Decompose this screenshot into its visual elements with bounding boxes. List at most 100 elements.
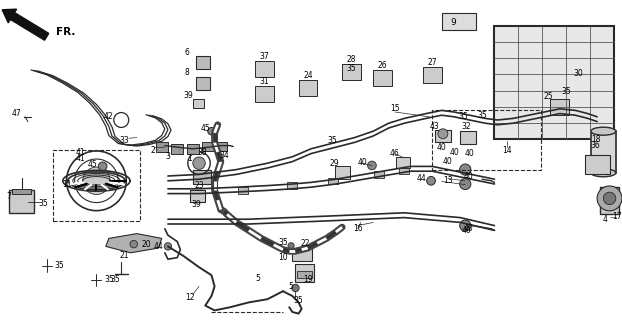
Text: 16: 16 xyxy=(353,224,363,233)
Text: 35: 35 xyxy=(328,136,338,145)
Text: 40: 40 xyxy=(449,148,459,156)
Bar xyxy=(494,26,614,139)
Text: 45: 45 xyxy=(87,160,97,169)
Bar xyxy=(550,99,569,115)
Text: 35: 35 xyxy=(110,276,120,284)
Bar xyxy=(432,110,541,170)
Text: 40: 40 xyxy=(358,158,368,167)
Text: 24: 24 xyxy=(303,71,313,80)
Text: 1: 1 xyxy=(187,154,192,163)
Text: 39: 39 xyxy=(191,200,201,209)
Text: 41: 41 xyxy=(76,154,86,163)
Bar xyxy=(238,187,248,194)
Text: 29: 29 xyxy=(330,159,340,168)
Bar xyxy=(255,86,274,102)
Text: 9: 9 xyxy=(450,18,456,27)
Text: 34: 34 xyxy=(219,151,229,160)
Text: 30: 30 xyxy=(573,69,583,78)
Text: 22: 22 xyxy=(300,239,310,248)
Bar xyxy=(215,142,227,151)
Text: 45: 45 xyxy=(200,124,210,132)
Text: 5: 5 xyxy=(256,274,261,283)
Bar xyxy=(193,170,211,184)
Text: 26: 26 xyxy=(378,61,388,70)
Circle shape xyxy=(130,240,137,248)
Bar xyxy=(196,77,210,90)
Text: 27: 27 xyxy=(427,58,437,67)
Text: 20: 20 xyxy=(141,240,151,249)
Text: 13: 13 xyxy=(443,176,453,185)
Text: 36: 36 xyxy=(590,141,600,150)
Text: 42: 42 xyxy=(104,112,114,121)
Text: 40: 40 xyxy=(437,143,447,152)
Text: 15: 15 xyxy=(390,104,400,113)
Circle shape xyxy=(208,127,215,135)
Text: 28: 28 xyxy=(346,55,356,64)
Text: 35: 35 xyxy=(458,112,468,121)
Ellipse shape xyxy=(591,169,616,177)
Bar xyxy=(374,171,384,178)
Bar xyxy=(399,168,409,174)
Text: 40: 40 xyxy=(465,149,475,158)
Text: 35: 35 xyxy=(346,64,356,73)
Text: 41: 41 xyxy=(76,148,86,156)
Bar xyxy=(295,264,314,282)
Text: 14: 14 xyxy=(502,146,512,155)
Text: 35: 35 xyxy=(39,199,49,208)
Bar xyxy=(585,155,610,174)
Text: 35: 35 xyxy=(477,111,487,120)
Bar xyxy=(12,189,31,194)
Text: 3: 3 xyxy=(165,152,170,161)
Text: 17: 17 xyxy=(612,212,622,220)
Text: FR.: FR. xyxy=(55,27,75,37)
Bar xyxy=(187,144,199,154)
Bar xyxy=(202,142,215,151)
Text: 35: 35 xyxy=(104,276,114,284)
Polygon shape xyxy=(106,234,162,253)
Bar xyxy=(423,67,442,83)
Text: 37: 37 xyxy=(259,52,269,60)
Bar xyxy=(287,182,297,189)
Circle shape xyxy=(460,220,471,231)
Bar xyxy=(255,61,274,77)
Text: 21: 21 xyxy=(119,252,129,260)
Text: 10: 10 xyxy=(278,253,288,262)
Text: 8: 8 xyxy=(184,68,189,77)
Text: 2: 2 xyxy=(150,146,155,155)
Text: 12: 12 xyxy=(185,293,195,302)
Circle shape xyxy=(98,162,107,171)
Circle shape xyxy=(460,179,471,189)
Text: 18: 18 xyxy=(591,135,601,144)
Text: 5: 5 xyxy=(289,282,294,291)
Text: 7: 7 xyxy=(6,192,11,201)
Circle shape xyxy=(83,167,110,195)
Circle shape xyxy=(193,157,205,169)
Bar xyxy=(196,56,210,69)
Bar xyxy=(342,64,361,80)
Text: 44: 44 xyxy=(154,242,164,251)
Circle shape xyxy=(164,243,172,250)
Text: 6: 6 xyxy=(184,48,189,57)
Bar xyxy=(190,190,205,202)
Bar xyxy=(156,142,168,152)
Circle shape xyxy=(427,176,435,185)
Text: 35: 35 xyxy=(561,87,571,96)
Text: 33: 33 xyxy=(119,136,129,145)
Bar xyxy=(299,80,317,96)
Text: 47: 47 xyxy=(11,109,21,118)
Bar xyxy=(328,178,338,184)
Bar xyxy=(600,187,619,214)
Bar xyxy=(9,190,34,213)
Text: 39: 39 xyxy=(183,91,193,100)
Text: 35: 35 xyxy=(278,238,288,247)
Text: 23: 23 xyxy=(194,181,204,190)
Circle shape xyxy=(460,164,471,175)
Bar xyxy=(591,131,616,173)
Text: 40: 40 xyxy=(462,226,471,235)
Bar xyxy=(442,13,476,30)
Bar xyxy=(373,70,392,86)
Text: 43: 43 xyxy=(429,122,439,131)
Bar xyxy=(297,271,312,278)
Text: 19: 19 xyxy=(303,276,313,284)
Ellipse shape xyxy=(591,127,616,135)
